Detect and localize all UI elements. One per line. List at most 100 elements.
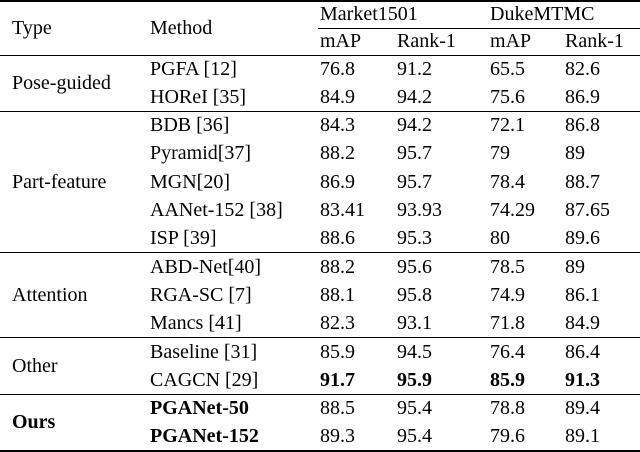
- method-cell: Mancs [41]: [150, 311, 242, 334]
- table-row: CAGCN [29] 91.7 95.9 85.9 91.3: [0, 366, 640, 394]
- col-header-rank1-duke: Rank-1: [563, 28, 640, 56]
- value-cell: 89.4: [563, 393, 640, 423]
- col-header-map-market: mAP: [318, 28, 395, 56]
- value-cell: 88.7: [565, 170, 601, 193]
- type-cell: Pose-guided: [12, 71, 111, 94]
- value-cell: 83.41: [320, 199, 365, 222]
- table-row: AANet-152 [38] 83.41 93.93 74.29 87.65: [0, 196, 640, 224]
- value-cell: 80: [490, 227, 511, 250]
- value-cell: 78.5: [488, 252, 564, 282]
- table-row: HOReI [35] 84.9 94.2 75.6 86.9: [0, 83, 640, 111]
- value-cell: 85.9: [318, 337, 395, 367]
- method-cell: BDB [36]: [148, 111, 318, 140]
- table-row: Pose-guided PGFA [12] 76.8 91.2 65.5 82.…: [0, 55, 640, 94]
- value-cell: 74.9: [490, 283, 526, 306]
- table-row: PGANet-152 89.3 95.4 79.6 89.1: [0, 423, 640, 451]
- value-cell: 88.6: [320, 227, 355, 250]
- value-cell: 95.4: [395, 393, 489, 423]
- section-pose-guided: Pose-guided PGFA [12] 76.8 91.2 65.5 82.…: [0, 55, 640, 112]
- method-cell: CAGCN [29]: [150, 368, 259, 391]
- value-cell: 88.2: [320, 142, 355, 165]
- value-cell: 95.7: [397, 142, 432, 165]
- value-cell: 95.6: [395, 252, 489, 282]
- value-cell: 95.3: [397, 227, 432, 250]
- section-ours: Ours PGANet-50 88.5 95.4 78.8 89.4 PGANe…: [0, 393, 640, 451]
- value-cell: 72.1: [488, 111, 564, 140]
- section-attention: Attention ABD-Net[40] 88.2 95.6 78.5 89 …: [0, 252, 640, 338]
- value-cell: 87.65: [565, 199, 611, 222]
- value-cell: 78.8: [488, 393, 564, 423]
- type-cell: Ours: [0, 393, 148, 451]
- table-row: Other Baseline [31] 85.9 94.5 76.4 86.4: [0, 337, 640, 395]
- table-row: ISP [39] 88.6 95.3 80 89.6: [0, 225, 640, 253]
- value-cell: 89.6: [565, 227, 601, 250]
- value-cell: 89: [565, 142, 586, 165]
- value-cell: 79.6: [490, 424, 526, 447]
- type-cell: Other: [0, 337, 148, 395]
- value-cell: 85.9: [490, 368, 526, 391]
- header-row-datasets: Type Method Market1501 DukeMTMC: [0, 1, 640, 56]
- value-cell: 74.29: [490, 199, 536, 222]
- value-cell: 95.8: [397, 283, 432, 306]
- method-cell: Pyramid[37]: [150, 142, 252, 165]
- method-cell: PGANet-152: [150, 424, 259, 447]
- value-cell: 86.4: [563, 337, 640, 367]
- value-cell: 95.4: [397, 424, 432, 447]
- value-cell: 82.3: [320, 311, 355, 334]
- col-header-rank1-market: Rank-1: [395, 28, 489, 56]
- table-row: Part-feature BDB [36] 84.3 94.2 72.1 86.…: [0, 111, 640, 253]
- col-header-dukemtmc: DukeMTMC: [488, 1, 640, 29]
- value-cell: 91.7: [320, 368, 355, 391]
- value-cell: 88.5: [318, 393, 395, 423]
- value-cell: 79: [490, 142, 511, 165]
- section-part-feature: Part-feature BDB [36] 84.3 94.2 72.1 86.…: [0, 111, 640, 253]
- value-cell: 75.6: [490, 85, 526, 108]
- value-cell: 82.6: [565, 57, 601, 80]
- value-cell: 89: [563, 252, 640, 282]
- value-cell: 88.2: [318, 252, 395, 282]
- value-cell: 84.3: [318, 111, 395, 140]
- value-cell: 86.9: [565, 85, 601, 108]
- value-cell: 95.7: [397, 170, 432, 193]
- value-cell: 94.2: [397, 85, 432, 108]
- value-cell: 86.9: [320, 170, 355, 193]
- method-cell: ISP [39]: [150, 227, 217, 250]
- section-other: Other Baseline [31] 85.9 94.5 76.4 86.4 …: [0, 337, 640, 395]
- value-cell: 65.5: [490, 57, 526, 80]
- value-cell: 89.1: [565, 424, 601, 447]
- value-cell: 84.9: [565, 311, 601, 334]
- value-cell: 94.2: [395, 111, 489, 140]
- value-cell: 84.9: [320, 85, 355, 108]
- table-row: RGA-SC [7] 88.1 95.8 74.9 86.1: [0, 281, 640, 309]
- value-cell: 89.3: [320, 424, 355, 447]
- col-header-type: Type: [0, 1, 148, 56]
- value-cell: 93.1: [397, 311, 432, 334]
- col-header-method: Method: [148, 1, 318, 56]
- method-cell: ABD-Net[40]: [148, 252, 318, 282]
- col-header-market1501: Market1501: [318, 1, 489, 29]
- method-cell: AANet-152 [38]: [150, 199, 283, 222]
- method-cell: RGA-SC [7]: [150, 283, 252, 306]
- method-cell: HOReI [35]: [150, 85, 247, 108]
- method-cell: Baseline [31]: [148, 337, 318, 367]
- table-row: Attention ABD-Net[40] 88.2 95.6 78.5 89: [0, 252, 640, 338]
- value-cell: 78.4: [490, 170, 526, 193]
- table-row: Pyramid[37] 88.2 95.7 79 89: [0, 140, 640, 168]
- table-header: Type Method Market1501 DukeMTMC mAP Rank…: [0, 1, 640, 56]
- value-cell: 91.3: [565, 368, 601, 391]
- value-cell: 76.4: [488, 337, 564, 367]
- table-row: MGN[20] 86.9 95.7 78.4 88.7: [0, 168, 640, 196]
- type-cell: Attention: [0, 252, 148, 338]
- type-cell: Part-feature: [0, 111, 148, 253]
- value-cell: 93.93: [397, 199, 442, 222]
- table-row: Ours PGANet-50 88.5 95.4 78.8 89.4: [0, 393, 640, 451]
- value-cell: 94.5: [395, 337, 489, 367]
- header-row-metrics: mAP Rank-1 mAP Rank-1: [0, 28, 640, 56]
- value-cell: 91.2: [397, 57, 432, 80]
- method-cell: MGN[20]: [150, 170, 230, 193]
- value-cell: 76.8: [320, 57, 355, 80]
- value-cell: 86.1: [565, 283, 601, 306]
- method-cell: PGFA [12]: [150, 57, 237, 80]
